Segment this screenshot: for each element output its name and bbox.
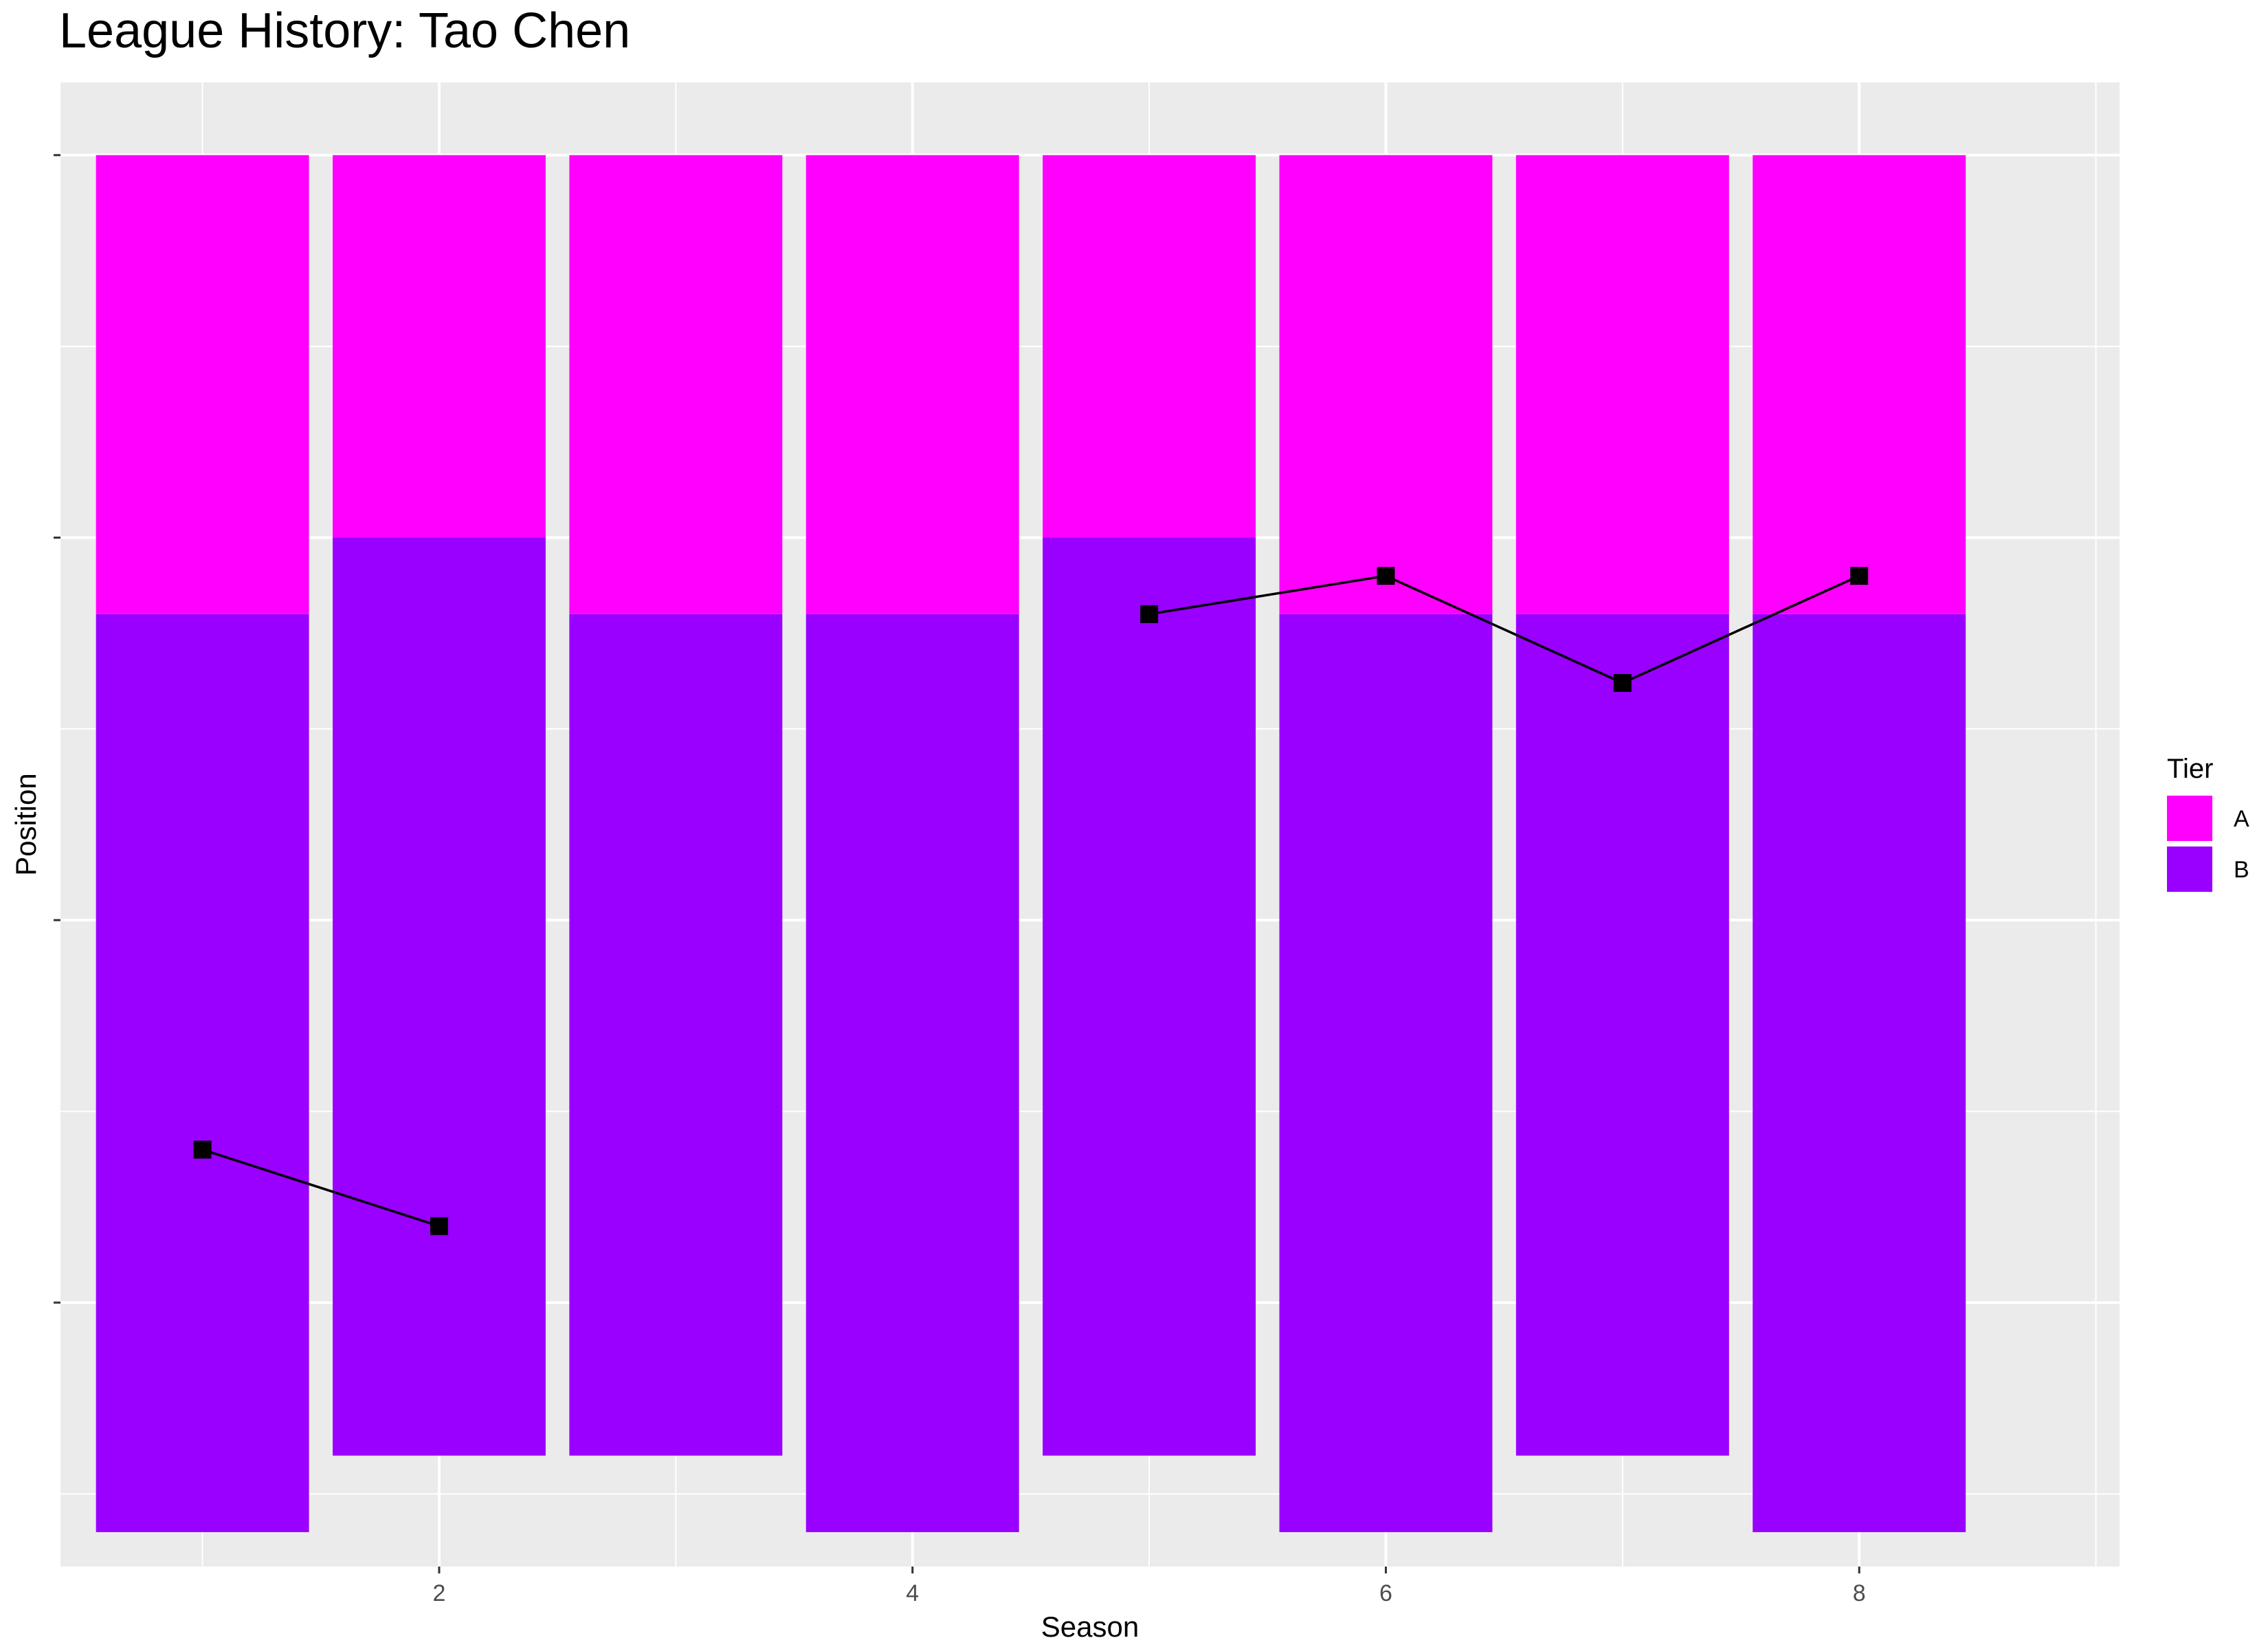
legend-title: Tier [2167,754,2213,784]
position-line-segment-1 [202,1148,440,1228]
x-axis: 2 4 6 8 [433,1567,1866,1606]
legend-label-tier-b: B [2234,857,2249,883]
bar-season-3-tier-a [569,155,783,614]
legend-key-tier-a [2167,796,2212,841]
legend-key-tier-b [2167,846,2212,892]
bar-season-1-tier-a [96,155,309,614]
x-tick-label: 6 [1379,1580,1392,1606]
position-point-season-6 [1377,567,1395,585]
bar-season-7-tier-b [1515,614,1729,1456]
bar-season-5-tier-b [1043,537,1256,1456]
bar-season-4-tier-a [805,155,1019,614]
x-tick-label: 8 [1853,1580,1866,1606]
legend-label-tier-a: A [2234,806,2249,832]
x-axis-title: Season [1041,1611,1139,1643]
bar-season-7-tier-a [1515,155,1729,614]
bar-season-8-tier-b [1753,614,1966,1532]
legend: Tier A B [2167,754,2249,892]
y-axis-title: Position [10,773,42,875]
bar-season-3-tier-b [569,614,783,1456]
position-point-season-1 [193,1141,212,1159]
y-axis [54,154,60,1304]
position-line-segment-2 [1148,574,1860,684]
x-tick-label: 2 [433,1580,446,1606]
bar-season-6-tier-a [1279,155,1493,614]
bar-season-8-tier-a [1753,155,1966,614]
x-tick-label: 4 [906,1580,919,1606]
bar-season-6-tier-b [1279,614,1493,1532]
bar-season-4-tier-b [805,614,1019,1532]
position-point-season-7 [1613,674,1632,693]
bars-layer [96,155,1966,1532]
position-points-layer [193,567,1869,1235]
position-point-season-8 [1850,567,1869,585]
position-point-season-5 [1140,605,1159,623]
position-line-layer [202,574,1860,1228]
bar-season-2-tier-b [333,537,546,1456]
bar-season-1-tier-b [96,614,309,1532]
chart-title: League History: Tao Chen [59,3,631,58]
position-point-season-2 [430,1217,448,1235]
bar-season-2-tier-a [333,155,546,538]
bar-season-5-tier-a [1043,155,1256,538]
